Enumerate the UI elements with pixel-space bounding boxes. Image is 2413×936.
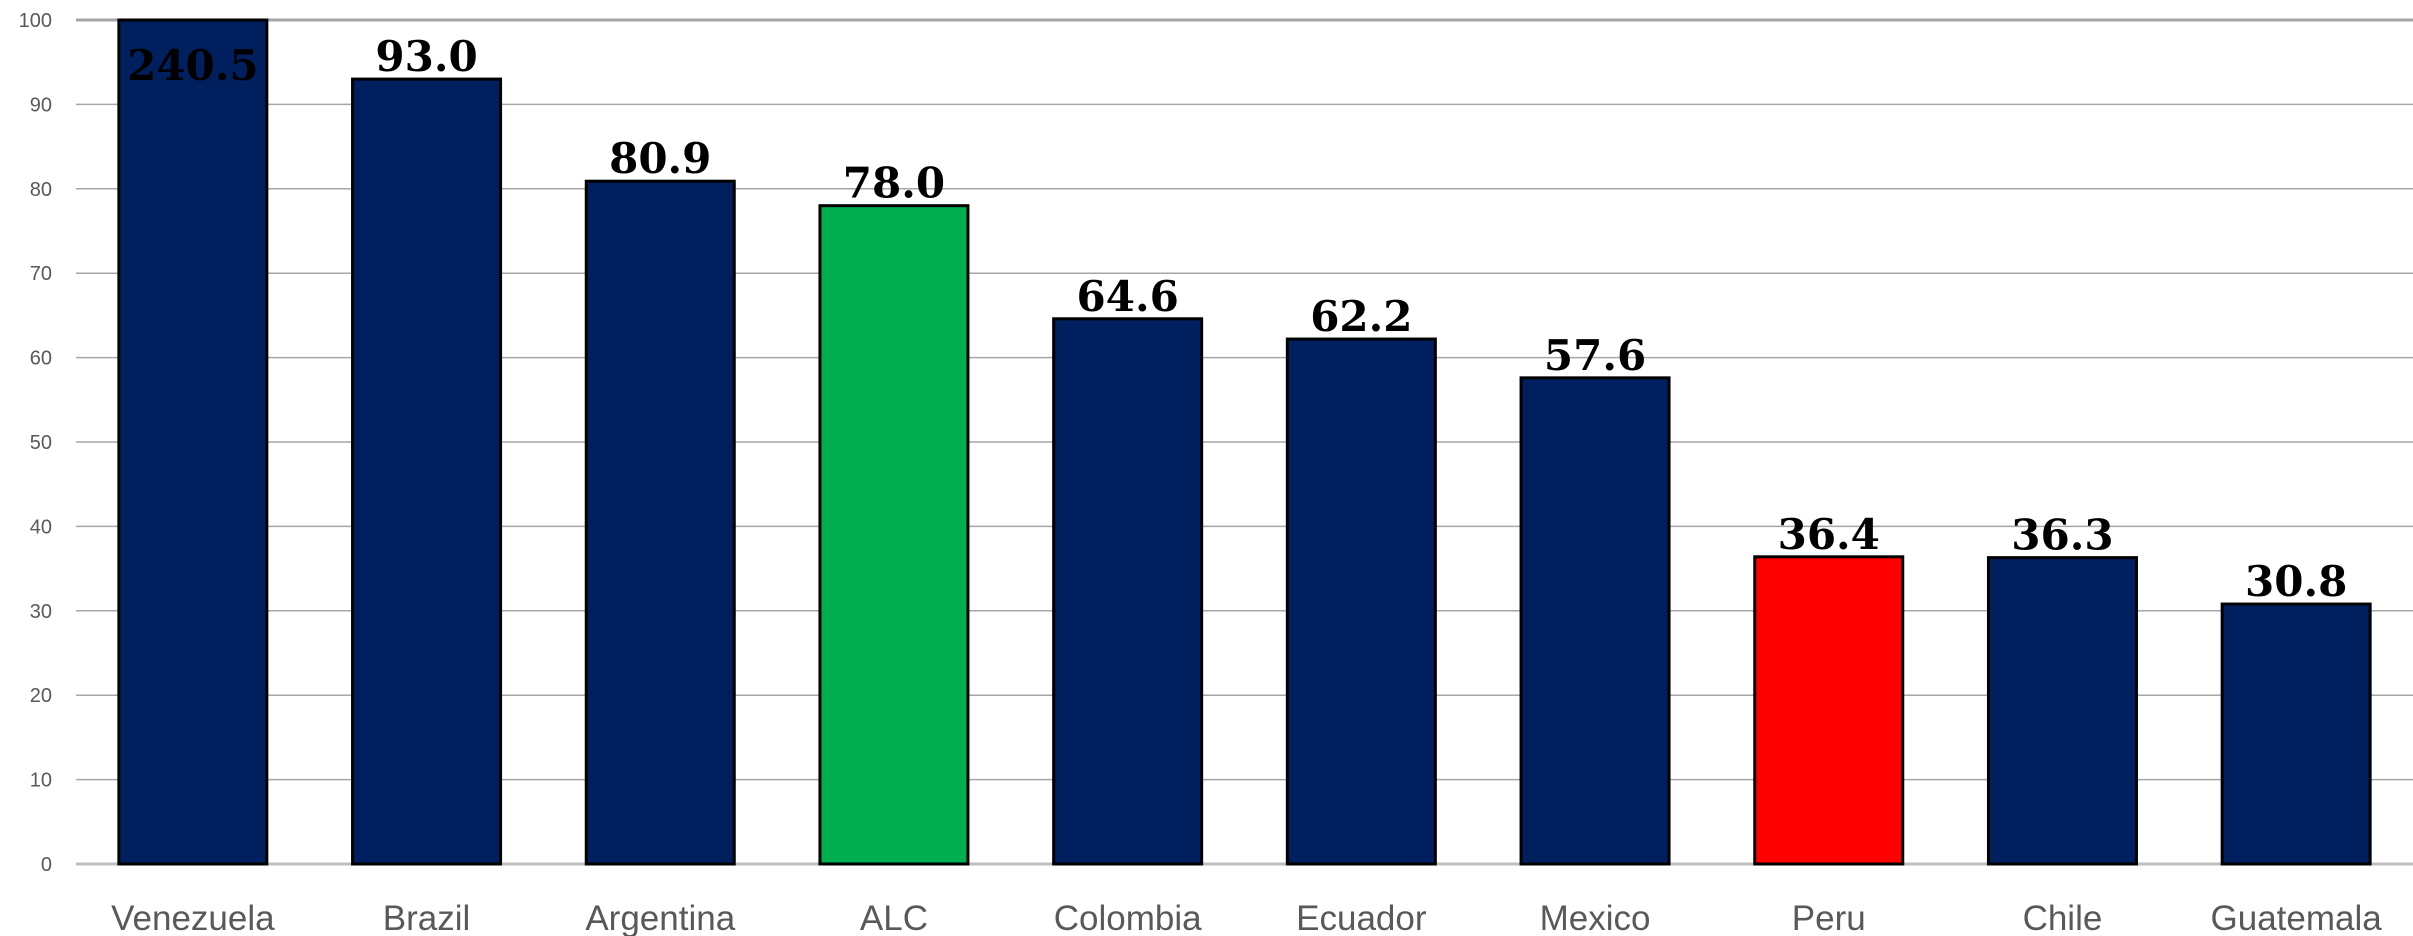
y-tick-label: 60 <box>30 348 52 370</box>
category-label-ecuador: Ecuador <box>1296 899 1427 936</box>
category-label-guatemala: Guatemala <box>2211 899 2383 936</box>
y-tick-label: 100 <box>19 10 52 32</box>
category-label-alc: ALC <box>860 899 928 936</box>
data-label-alc: 78.0 <box>843 159 945 208</box>
data-label-chile: 36.3 <box>2011 511 2113 560</box>
category-label-peru: Peru <box>1792 899 1866 936</box>
data-labels: 240.5 93.0 80.9 78.0 64.6 62.2 57.6 36.4 36.3 30.… <box>127 32 2347 606</box>
category-label-brazil: Brazil <box>383 899 471 936</box>
bar-venezuela <box>117 18 269 866</box>
data-label-ecuador: 62.2 <box>1310 292 1412 341</box>
bar-mexico <box>1519 376 1671 866</box>
y-tick-label: 10 <box>30 770 52 792</box>
data-label-peru: 36.4 <box>1778 510 1880 559</box>
bar-alc <box>818 204 970 866</box>
bar-peru <box>1753 555 1905 866</box>
y-axis-ticks: 0 10 20 30 40 50 60 70 80 90 100 <box>19 10 52 876</box>
y-tick-label: 70 <box>30 263 52 285</box>
bar-colombia <box>1052 317 1204 866</box>
bars <box>117 18 2372 866</box>
data-label-venezuela: 240.5 <box>127 41 259 90</box>
data-label-guatemala: 30.8 <box>2245 557 2347 606</box>
bar-argentina <box>584 179 736 866</box>
category-label-colombia: Colombia <box>1054 899 1202 936</box>
category-label-venezuela: Venezuela <box>111 899 275 936</box>
bar-chile <box>1986 556 2138 866</box>
y-tick-label: 40 <box>30 516 52 538</box>
data-label-brazil: 93.0 <box>375 32 477 81</box>
data-label-mexico: 57.6 <box>1544 331 1646 380</box>
y-tick-label: 20 <box>30 685 52 707</box>
bar-ecuador <box>1285 337 1437 866</box>
y-tick-label: 90 <box>30 94 52 116</box>
y-tick-label: 80 <box>30 179 52 201</box>
y-tick-label: 50 <box>30 432 52 454</box>
y-tick-label: 0 <box>41 854 52 876</box>
y-tick-label: 30 <box>30 601 52 623</box>
category-label-mexico: Mexico <box>1540 899 1651 936</box>
data-label-argentina: 80.9 <box>609 134 711 183</box>
data-label-colombia: 64.6 <box>1077 272 1179 321</box>
bar-guatemala <box>2220 602 2372 866</box>
category-label-argentina: Argentina <box>585 899 735 936</box>
category-label-chile: Chile <box>2023 899 2103 936</box>
bar-brazil <box>351 77 503 866</box>
x-axis-categories: Venezuela Brazil Argentina ALC Colombia Ecuad… <box>111 899 2382 936</box>
